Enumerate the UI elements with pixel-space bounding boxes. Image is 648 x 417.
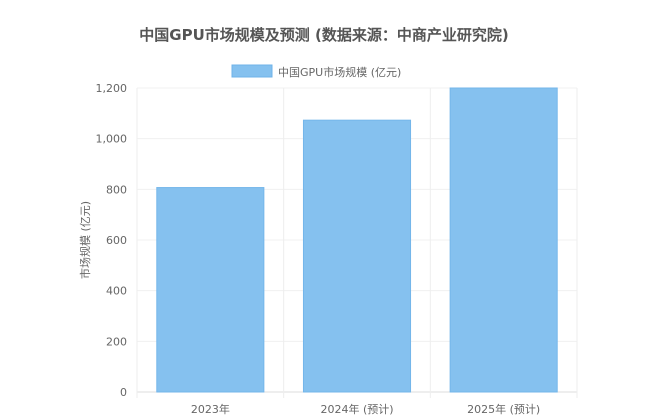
chart-title: 中国GPU市场规模及预测 (数据来源：中商产业研究院) <box>139 26 508 44</box>
y-tick-label: 1,200 <box>96 82 128 95</box>
y-tick-label: 0 <box>120 386 127 399</box>
y-tick-label: 800 <box>106 183 127 196</box>
y-tick-label: 400 <box>106 285 127 298</box>
legend-swatch[interactable] <box>231 64 273 78</box>
x-tick-label: 2025年 (预计) <box>467 402 540 416</box>
y-axis-title: 市场规模 (亿元) <box>78 201 92 279</box>
y-tick-label: 200 <box>106 335 127 348</box>
bar[interactable] <box>449 87 558 393</box>
bar[interactable] <box>302 119 412 393</box>
x-tick-label: 2023年 <box>191 402 230 416</box>
y-tick-label: 1,000 <box>96 133 128 146</box>
bar[interactable] <box>156 187 265 393</box>
x-tick-label: 2024年 (预计) <box>320 402 393 416</box>
y-tick-label: 600 <box>106 234 127 247</box>
legend-label[interactable]: 中国GPU市场规模 (亿元) <box>278 65 401 79</box>
